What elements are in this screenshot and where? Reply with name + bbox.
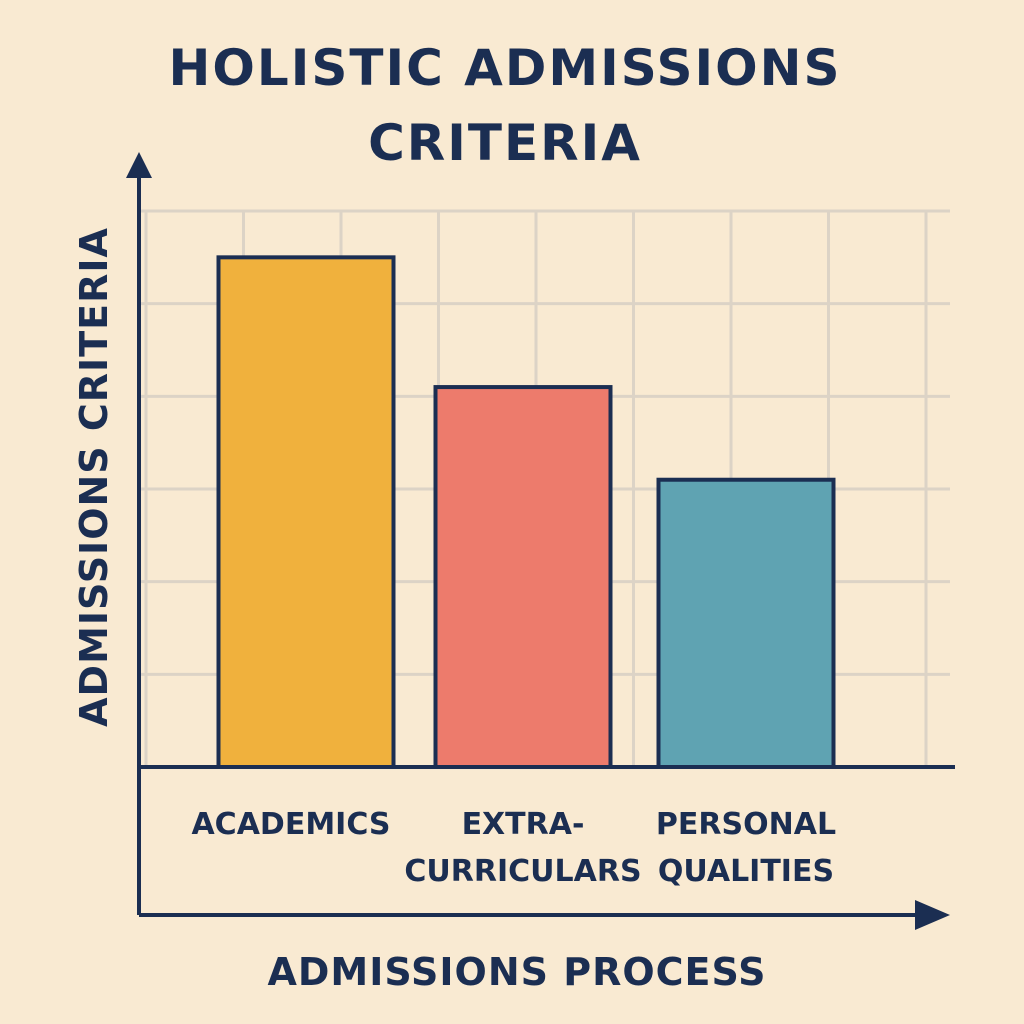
- x-axis-label: ADMISSIONS PROCESS: [267, 950, 766, 994]
- bar-personal-qualities: [656, 477, 836, 769]
- bar-academics: [216, 255, 396, 769]
- chart-title-line-1: HOLISTIC ADMISSIONS: [169, 39, 842, 97]
- y-axis-arrow: [126, 152, 152, 178]
- y-axis-label: ADMISSIONS CRITERIA: [72, 227, 116, 727]
- tick-label-extra-curriculars: EXTRA-CURRICULARS: [404, 807, 641, 889]
- bars: [216, 255, 836, 769]
- tick-label-personal-qualities: PERSONAL QUALITIES: [656, 807, 836, 889]
- bar-extra-curriculars: [433, 385, 613, 769]
- axes: [126, 152, 955, 930]
- chart-title-line-2: CRITERIA: [368, 114, 642, 172]
- tick-label-academics: ACADEMICS: [191, 807, 390, 842]
- process-axis-arrow: [915, 900, 950, 930]
